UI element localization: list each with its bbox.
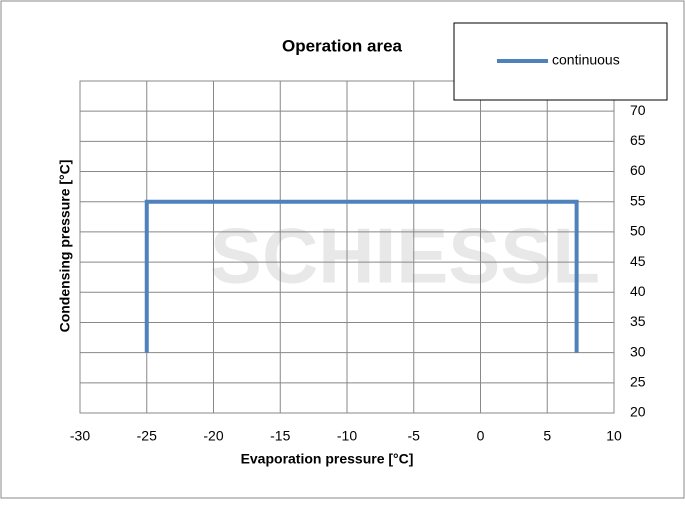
x-tick-label: -15: [270, 428, 290, 444]
x-tick-label: 5: [543, 428, 551, 444]
x-tick-label: -20: [203, 428, 223, 444]
x-tick-label: 0: [477, 428, 485, 444]
x-tick-label: -10: [337, 428, 357, 444]
x-tick-label: 10: [606, 428, 622, 444]
y-axis-label: Condensing pressure [°C]: [57, 160, 73, 333]
y-tick-label: 60: [630, 162, 646, 178]
y-tick-label: 65: [630, 132, 646, 148]
x-tick-label: -25: [137, 428, 157, 444]
legend-label: continuous: [552, 52, 620, 68]
x-tick-label: -5: [408, 428, 421, 444]
watermark: SCHIESSL: [210, 212, 600, 300]
y-tick-label: 45: [630, 253, 646, 269]
y-tick-label: 25: [630, 374, 646, 390]
x-tick-label: -30: [70, 428, 90, 444]
y-tick-label: 40: [630, 283, 646, 299]
chart-title: Operation area: [282, 36, 403, 55]
x-axis-label: Evaporation pressure [°C]: [241, 451, 414, 467]
y-tick-label: 20: [630, 404, 646, 420]
legend-box: [453, 22, 668, 101]
y-tick-label: 70: [630, 102, 646, 118]
y-tick-label: 50: [630, 223, 646, 239]
y-tick-label: 55: [630, 192, 646, 208]
y-tick-label: 35: [630, 313, 646, 329]
y-tick-label: 30: [630, 343, 646, 359]
series-line: [144, 199, 579, 353]
